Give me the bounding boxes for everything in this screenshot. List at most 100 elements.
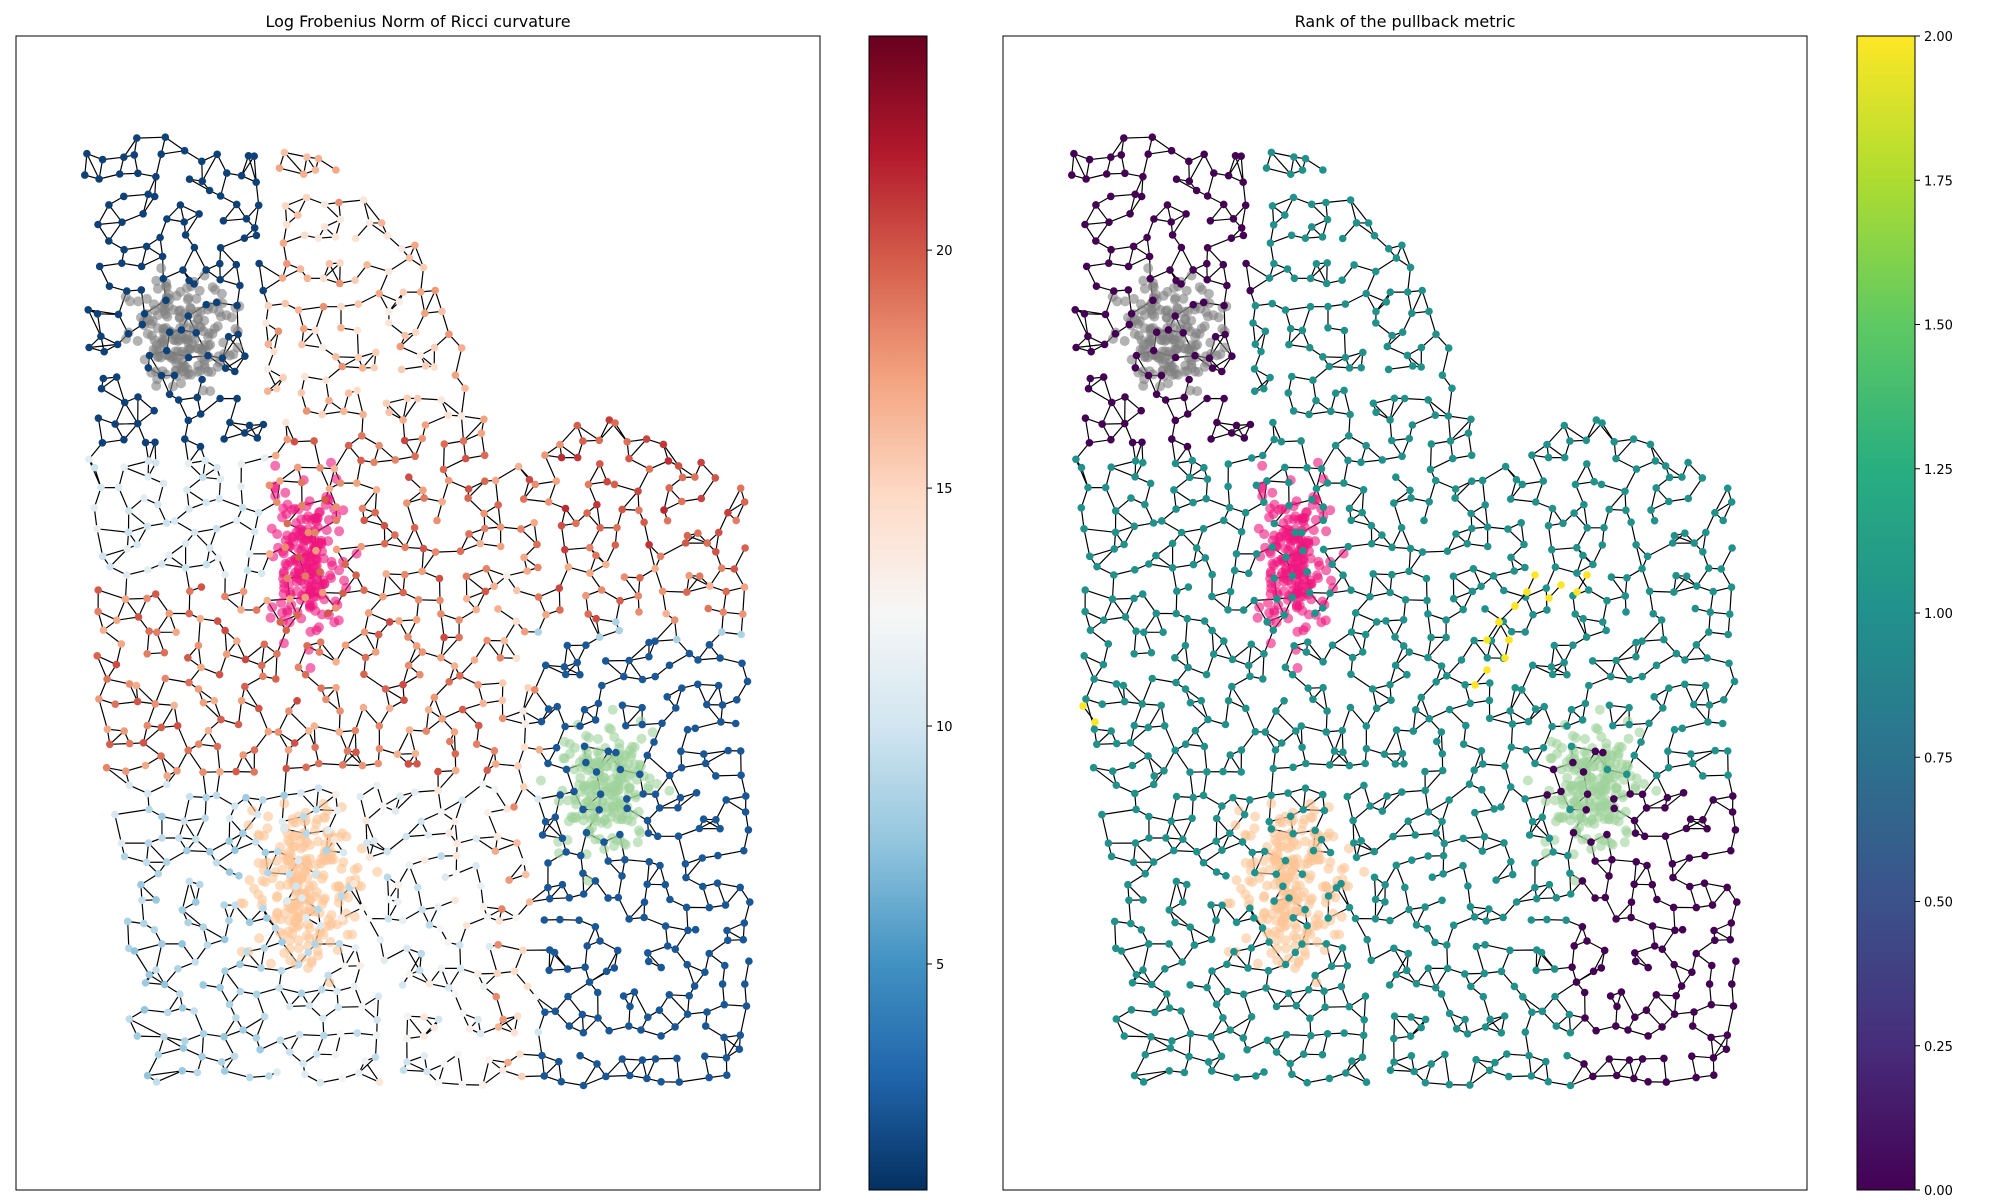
graph-node — [139, 739, 148, 747]
cluster-point — [1313, 556, 1324, 567]
graph-node — [234, 720, 243, 729]
graph-node — [1219, 767, 1227, 776]
graph-node — [1312, 260, 1321, 268]
graph-node — [352, 571, 360, 579]
graph-node — [1521, 795, 1529, 803]
graph-node — [1386, 416, 1394, 424]
graph-node — [479, 903, 488, 911]
graph-node — [1273, 595, 1281, 603]
graph-node — [1250, 387, 1259, 396]
graph-node — [1212, 916, 1220, 925]
rank-two-node — [1573, 588, 1581, 596]
graph-node — [1478, 847, 1487, 855]
graph-node — [494, 605, 502, 613]
graph-node — [1271, 746, 1280, 754]
graph-node — [1424, 396, 1432, 404]
graph-node — [239, 751, 247, 759]
graph-node — [1247, 944, 1256, 952]
graph-node — [260, 454, 269, 462]
cluster-point — [607, 704, 618, 715]
graph-node — [619, 992, 628, 1000]
cluster-point — [270, 460, 281, 471]
graph-node — [396, 792, 404, 800]
graph-node — [556, 440, 564, 449]
graph-node — [1232, 421, 1241, 430]
graph-node — [1226, 1026, 1234, 1034]
graph-node — [1610, 438, 1618, 446]
colorbar-tick-label: 0.75 — [1924, 751, 1953, 766]
graph-node — [302, 193, 311, 202]
graph-node — [385, 618, 394, 626]
graph-node — [591, 716, 600, 724]
graph-node — [1288, 593, 1296, 602]
graph-node — [1631, 957, 1640, 966]
graph-node — [623, 804, 631, 813]
graph-node — [1212, 814, 1221, 823]
graph-node — [176, 990, 184, 998]
graph-node — [180, 817, 188, 825]
graph-node — [1120, 134, 1128, 142]
graph-node — [552, 477, 561, 485]
graph-node — [93, 525, 101, 533]
graph-node — [1126, 739, 1135, 747]
graph-node — [1239, 231, 1248, 240]
graph-node — [305, 1001, 314, 1010]
cluster-point — [1298, 859, 1309, 870]
graph-node — [1168, 231, 1177, 239]
graph-node — [1107, 435, 1115, 444]
graph-node — [298, 894, 306, 902]
graph-node — [1338, 276, 1346, 285]
graph-node — [1289, 914, 1297, 922]
graph-node — [1701, 851, 1709, 860]
graph-node — [1384, 244, 1393, 253]
graph-node — [480, 415, 488, 424]
graph-node — [190, 1007, 198, 1015]
graph-node — [1157, 701, 1165, 710]
cluster-point — [1266, 948, 1277, 959]
graph-node — [1627, 898, 1636, 906]
colorbar-tick-label: 10 — [936, 720, 953, 735]
graph-node — [401, 331, 409, 340]
graph-node — [1107, 398, 1116, 407]
graph-node — [703, 539, 711, 547]
rank-two-node — [1091, 718, 1099, 726]
graph-node — [1465, 780, 1474, 788]
cluster-point — [214, 307, 225, 318]
graph-node — [320, 200, 329, 209]
graph-node — [416, 670, 424, 679]
graph-node — [1497, 1029, 1506, 1037]
graph-node — [683, 588, 691, 596]
graph-node — [563, 641, 572, 650]
graph-node — [210, 696, 219, 705]
graph-node — [265, 1072, 273, 1080]
graph-node — [1221, 720, 1230, 729]
graph-node — [1438, 750, 1447, 758]
graph-node — [1324, 892, 1333, 900]
graph-node — [1424, 964, 1433, 973]
cluster-point — [1259, 891, 1270, 901]
graph-node — [178, 1004, 187, 1012]
cluster-point — [647, 727, 658, 738]
graph-node — [682, 873, 690, 882]
graph-node — [741, 980, 749, 988]
panel-rank-title: Rank of the pullback metric — [1295, 12, 1516, 31]
graph-node — [1186, 1030, 1195, 1038]
cluster-point — [1139, 283, 1150, 294]
cluster-point — [176, 378, 186, 389]
cluster-point — [282, 499, 293, 510]
graph-node — [639, 790, 647, 798]
graph-node — [1323, 1030, 1332, 1038]
cluster-point — [1266, 798, 1277, 809]
graph-node — [1145, 812, 1153, 821]
graph-node — [618, 505, 626, 514]
graph-node — [84, 306, 92, 314]
graph-node — [474, 1015, 482, 1024]
graph-node — [558, 880, 567, 889]
graph-node — [1506, 946, 1514, 955]
rank-two-node — [1501, 654, 1509, 662]
graph-node — [1643, 861, 1651, 870]
graph-node — [1591, 747, 1600, 756]
graph-node — [1477, 582, 1485, 591]
graph-node — [206, 847, 214, 856]
graph-node — [673, 635, 681, 644]
